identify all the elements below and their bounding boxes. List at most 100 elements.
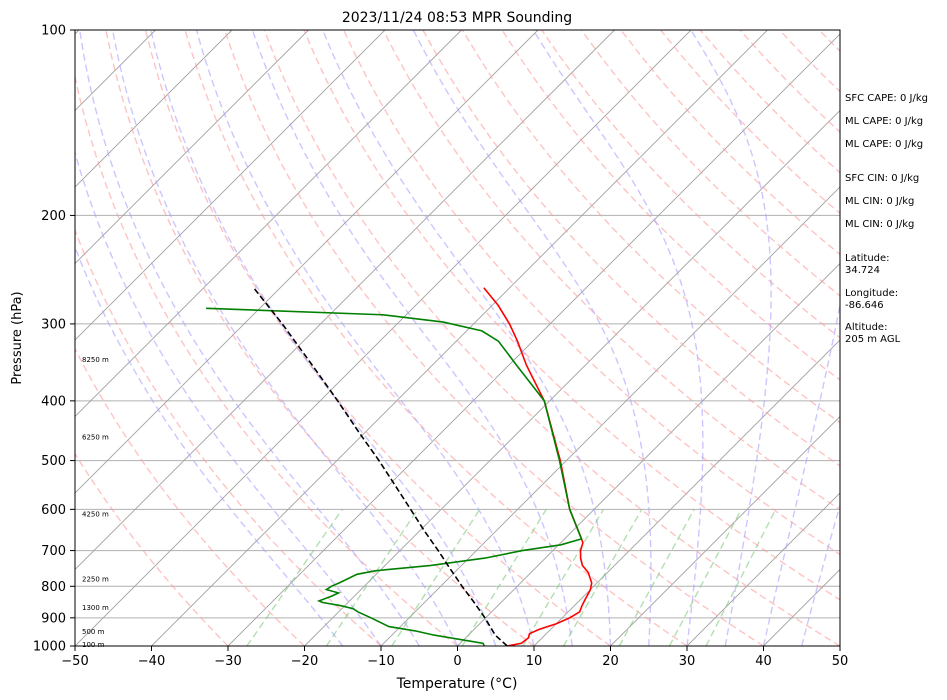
dry-adiabat-line [422,30,840,467]
ml-cin-text-1: ML CIN: 0 J/kg [845,196,915,207]
x-tick-label: 0 [453,654,461,669]
height-label: 500 m [82,628,105,636]
moist-adiabat-line [79,30,420,646]
isotherm-line [380,186,840,646]
ml-cape-text-1: ML CAPE: 0 J/kg [845,116,924,127]
y-tick-label: 200 [41,209,66,224]
dry-adiabat-line [144,30,611,646]
dry-adiabat-line [342,30,840,556]
plot-frame [74,29,841,647]
x-axis-ticks: −50 −40 −30 −20 −10 0 10 20 30 40 50 [61,646,848,669]
moist-adiabat-line [412,30,652,646]
dry-adiabat-line [75,73,458,646]
height-label: 1300 m [82,604,109,612]
x-tick-label: −30 [214,654,241,669]
x-axis-label: Temperature (°C) [396,676,518,692]
ml-cape-text-2: ML CAPE: 0 J/kg [845,139,924,150]
dry-adiabat-line [580,30,840,297]
y-axis-label: Pressure (hPa) [10,291,25,384]
latitude-text: Latitude: 34.724 [845,253,890,276]
sfc-cape-text: SFC CAPE: 0 J/kg [845,93,928,104]
mixing-ratio-line [522,508,605,646]
height-label: 4250 m [82,510,109,518]
mixing-ratio-lines [246,508,777,646]
mixing-ratio-line [391,508,481,646]
x-tick-label: −20 [291,654,318,669]
mixing-ratio-line [618,508,695,646]
isotherm-line [75,30,462,418]
sounding-profiles [206,287,593,646]
moist-adiabat-line [150,30,497,646]
isotherm-line [75,30,692,646]
y-tick-label: 400 [41,394,66,409]
dry-adiabat-line [541,30,840,339]
dry-adiabat-line [224,30,764,646]
moist-adiabat-line [75,150,382,646]
x-tick-label: 50 [832,654,849,669]
y-tick-label: 500 [41,454,66,469]
y-tick-label: 800 [41,580,66,595]
altitude-text: Altitude: 205 m AGL [845,322,901,345]
height-label: 100 m [82,641,105,649]
isotherm-line [227,33,840,646]
height-label: 8250 m [82,356,109,364]
longitude-text: Longitude: -86.646 [845,288,899,311]
isotherm-line [75,30,615,571]
moist-adiabat-line [111,30,459,646]
moist-adiabat-line [75,245,344,646]
mixing-ratio-line [668,508,742,646]
dry-adiabat-line [75,452,229,646]
moist-adiabat-line [801,502,840,646]
y-tick-label: 100 [41,24,66,39]
dry-adiabat-line [184,30,688,646]
moist-adiabats [75,30,840,646]
sfc-cin-text: SFC CIN: 0 J/kg [845,173,920,184]
isotherm-line [75,30,233,188]
isotherm-line [610,415,840,646]
moist-adiabat-line [195,30,535,646]
chart-title: 2023/11/24 08:53 MPR Sounding [342,10,572,26]
isotherm-line [75,30,386,341]
height-labels: 100 m 500 m 1300 m 2250 m 4250 m 6250 m 8250 m [82,356,109,649]
dry-adiabat-line [461,30,840,424]
mixing-ratio-line [705,508,777,646]
y-tick-label: 300 [41,317,66,332]
isotherm-line [151,30,768,646]
mixing-ratio-line [562,508,643,646]
y-tick-label: 900 [41,611,66,626]
moist-adiabat-line [762,301,840,646]
moist-adiabat-line [532,30,704,646]
moist-adiabat-line [251,30,573,646]
isotherm-line [75,30,539,494]
mixing-ratio-line [246,508,343,646]
dry-adiabats [75,30,840,646]
dewpoint-profile [206,307,583,646]
height-label: 2250 m [82,575,109,583]
x-tick-label: 20 [602,654,619,669]
dry-adiabat-line [501,30,840,381]
isotherm-line [457,262,840,646]
y-tick-label: 1000 [33,640,66,655]
x-tick-label: 10 [526,654,543,669]
dry-adiabat-line [105,30,535,646]
x-tick-label: 30 [679,654,696,669]
dry-adiabat-line [263,30,840,646]
isobar-gridlines [75,30,840,646]
y-tick-label: 700 [41,544,66,559]
isotherm-line [533,339,840,646]
x-tick-label: 40 [755,654,772,669]
dry-adiabat-line [382,30,840,511]
dry-adiabat-line [75,347,305,646]
x-tick-label: −50 [61,654,88,669]
moist-adiabat-line [690,30,772,646]
skewed-isotherms [75,30,840,646]
isotherm-line [75,30,309,265]
mixing-ratio-line [461,508,547,646]
parcel-profile [252,287,508,646]
y-tick-label: 600 [41,503,66,518]
dry-adiabat-line [75,228,382,646]
x-tick-label: −40 [138,654,165,669]
isotherm-line [686,492,840,646]
height-label: 6250 m [82,434,109,442]
